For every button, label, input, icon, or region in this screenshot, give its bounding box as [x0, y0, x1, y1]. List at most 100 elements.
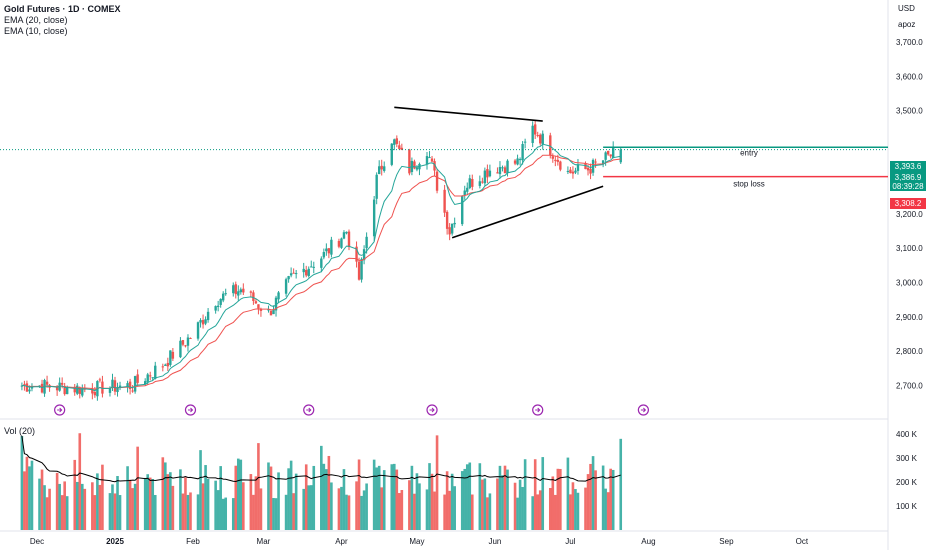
volume-bar: [108, 493, 112, 530]
volume-bar: [453, 486, 456, 530]
candle-body: [461, 196, 464, 225]
volume-bar: [410, 465, 414, 530]
candle-body: [486, 169, 489, 178]
volume-bar: [239, 459, 243, 530]
volume-bar: [506, 469, 509, 530]
volume-bar: [292, 493, 295, 530]
candle-body: [395, 138, 399, 144]
volume-bar: [166, 474, 170, 530]
volume-bar: [536, 494, 540, 530]
candle-body: [239, 289, 243, 293]
candle-body: [181, 340, 185, 345]
volume-bar: [418, 483, 421, 530]
volume-bar: [584, 487, 587, 530]
candle-body: [330, 239, 333, 255]
volume-bar: [586, 474, 590, 530]
volume-bar: [153, 494, 157, 530]
candle-body: [206, 311, 210, 321]
candle-body: [584, 163, 587, 170]
volume-bar: [151, 478, 155, 530]
candle-body: [496, 172, 499, 174]
candle-body: [375, 174, 378, 199]
candle-body: [60, 382, 64, 385]
volume-bar: [236, 458, 240, 530]
candle-body: [372, 199, 376, 237]
volume-bar: [304, 464, 308, 530]
candle-body: [531, 125, 534, 143]
candle-body: [196, 322, 200, 339]
candle-body: [204, 319, 207, 324]
volume-bar: [551, 476, 555, 530]
volume-bar: [133, 483, 137, 530]
candle-body: [377, 166, 381, 175]
candle-body: [518, 159, 522, 161]
candle-body: [576, 164, 580, 171]
volume-bar: [179, 469, 182, 530]
volume-bar: [594, 470, 597, 530]
volume-bar: [231, 498, 235, 530]
candle-body: [179, 340, 182, 358]
volume-bar: [569, 494, 572, 530]
volume-bar: [294, 473, 298, 530]
volume-bar: [340, 486, 343, 530]
price-tick-label: 2,700.0: [896, 381, 923, 390]
price-tick-label: 3,200.0: [896, 210, 923, 219]
volume-ma-line: [21, 435, 621, 483]
volume-bar: [330, 482, 333, 530]
candle-body: [63, 385, 66, 395]
time-tick-label: Mar: [257, 537, 271, 546]
volume-bar: [189, 492, 192, 530]
currency-label[interactable]: USD: [898, 4, 915, 13]
candle-body: [609, 154, 612, 157]
candle-body: [483, 170, 487, 184]
candle-body: [146, 374, 149, 382]
candle-body: [76, 385, 79, 394]
candle-body: [415, 167, 419, 170]
volume-bar: [533, 459, 537, 530]
candle-body: [116, 387, 119, 393]
volume-bar: [428, 463, 431, 530]
candle-body: [118, 385, 122, 388]
candle-body: [186, 337, 190, 346]
candle-body: [380, 165, 383, 170]
event-arrow-icon: [535, 407, 541, 413]
volume-bar: [302, 488, 306, 530]
candle-body: [310, 266, 313, 268]
volume-bar: [548, 488, 552, 530]
candle-body: [345, 231, 348, 234]
volume-bar: [101, 464, 104, 530]
candle-body: [98, 379, 102, 381]
time-tick-label: Apr: [335, 537, 348, 546]
candle-body: [111, 379, 114, 388]
candle-body: [549, 135, 552, 156]
volume-bar: [498, 465, 502, 530]
volume-bar: [126, 466, 129, 530]
candle-body: [533, 124, 537, 135]
volume-bar: [307, 485, 311, 530]
volume-tick-label: 100 K: [896, 502, 918, 511]
volume-bar: [322, 463, 326, 530]
candle-body: [503, 167, 507, 174]
candle-body: [611, 146, 615, 159]
scale-mode-label[interactable]: apoz: [898, 20, 916, 29]
volume-bar: [435, 435, 439, 530]
candle-body: [199, 320, 202, 323]
candle-body: [149, 375, 152, 377]
candle-body: [398, 145, 401, 149]
candle-body: [501, 167, 504, 169]
candle-body: [93, 391, 97, 396]
volume-bar: [30, 460, 34, 530]
candle-body: [428, 157, 431, 159]
volume-tick-label: 300 K: [896, 454, 918, 463]
volume-bar: [272, 498, 275, 530]
volume-bar: [45, 497, 49, 530]
volume-bar: [196, 494, 200, 530]
volume-bar: [541, 457, 545, 530]
candle-body: [219, 298, 222, 305]
candle-body: [586, 167, 590, 171]
volume-bar: [357, 459, 361, 530]
candle-body: [606, 150, 610, 155]
volume-bar: [269, 466, 273, 530]
candle-body: [284, 279, 288, 294]
